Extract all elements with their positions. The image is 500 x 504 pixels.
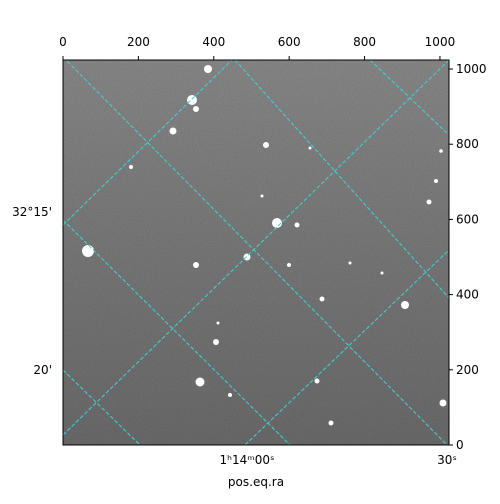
coordinate-grid bbox=[63, 60, 449, 445]
x-tick-label: 600 bbox=[278, 35, 301, 49]
ra-tick-label: 1ʰ14ᵐ00ˢ bbox=[220, 453, 275, 467]
y-tick-label: 200 bbox=[456, 363, 479, 377]
x-tick-label: 400 bbox=[202, 35, 225, 49]
x-axis-label: pos.eq.ra bbox=[228, 475, 284, 489]
dec-tick-label: 32°15' bbox=[12, 205, 52, 219]
x-tick-label: 200 bbox=[127, 35, 150, 49]
x-tick-label: 800 bbox=[353, 35, 376, 49]
sky-image bbox=[62, 59, 450, 446]
y-tick-label: 1000 bbox=[456, 62, 487, 76]
y-tick-label: 600 bbox=[456, 212, 479, 226]
ra-tick-label: 30ˢ bbox=[437, 453, 457, 467]
x-tick-label: 1000 bbox=[425, 35, 456, 49]
y-tick-label: 0 bbox=[456, 438, 464, 452]
y-tick-label: 800 bbox=[456, 137, 479, 151]
dec-tick-label: 20' bbox=[33, 363, 52, 377]
x-tick-label: 0 bbox=[59, 35, 67, 49]
y-tick-label: 400 bbox=[456, 288, 479, 302]
